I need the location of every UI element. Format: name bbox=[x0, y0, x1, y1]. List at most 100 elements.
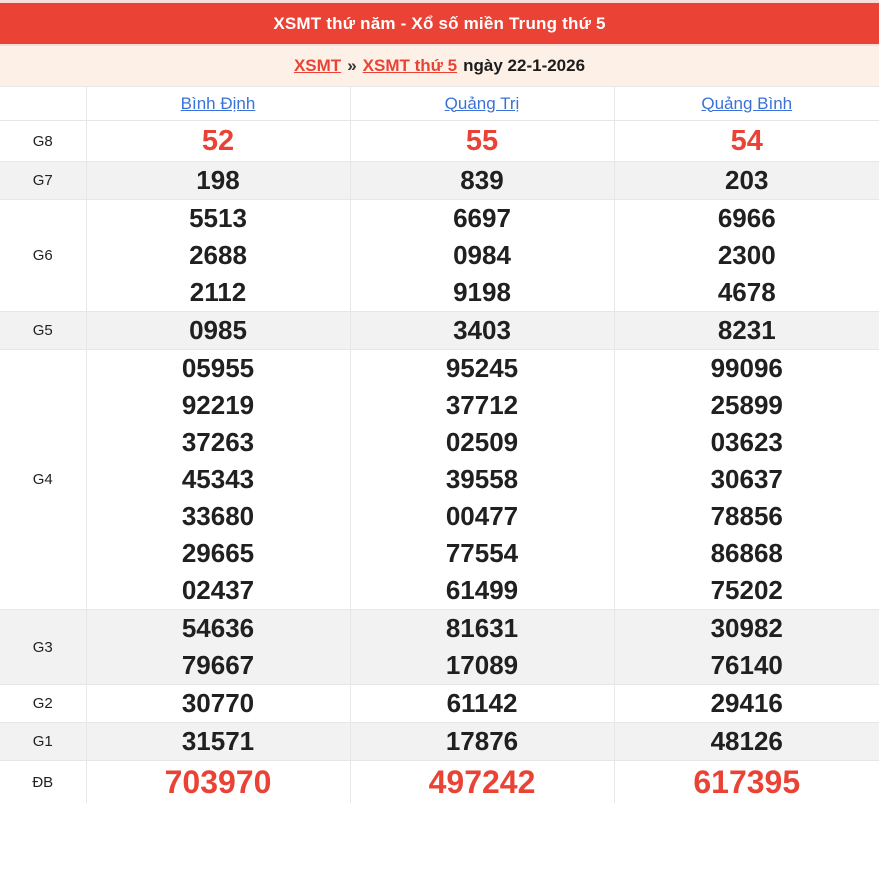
prize-number: 30982 bbox=[710, 613, 783, 643]
prize-number: 61142 bbox=[446, 688, 518, 718]
prize-label-g1: G1 bbox=[0, 722, 86, 761]
prize-number: 9198 bbox=[453, 277, 511, 307]
prize-number: 17876 bbox=[445, 726, 519, 756]
prize-number: 76140 bbox=[710, 650, 783, 680]
prize-number: 31571 bbox=[181, 726, 255, 756]
prize-values-g2-col3: 29416 bbox=[613, 684, 879, 723]
prize-number: 33680 bbox=[181, 501, 255, 531]
prize-values-g7-col1: 198 bbox=[85, 161, 350, 200]
prize-values-g3-col1: 54636 79667 bbox=[85, 609, 350, 685]
prize-label-g7: G7 bbox=[0, 161, 86, 200]
prize-number: 8231 bbox=[717, 315, 776, 345]
prize-number: 198 bbox=[196, 165, 240, 195]
prize-number: 52 bbox=[201, 125, 235, 157]
lottery-results-page: XSMT thứ năm - Xổ số miền Trung thứ 5 XS… bbox=[0, 0, 879, 803]
breadcrumb-link-xsmt[interactable]: XSMT bbox=[293, 56, 342, 75]
prize-number: 6697 bbox=[453, 203, 511, 233]
prize-row-g3: G3 54636 79667 81631 17089 30982 76140 bbox=[0, 609, 879, 685]
prize-values-g1-col1: 31571 bbox=[85, 722, 350, 761]
prize-number: 61499 bbox=[445, 575, 519, 605]
prize-number: 02437 bbox=[181, 575, 255, 605]
prize-number: 54 bbox=[730, 125, 763, 157]
prize-values-db-col2: 497242 bbox=[349, 760, 614, 803]
prize-label-g4: G4 bbox=[0, 349, 86, 610]
prize-values-g4-col3: 99096 25899 03623 30637 78856 86868 75202 bbox=[613, 349, 879, 610]
prize-values-g6-col3: 6966 2300 4678 bbox=[613, 199, 879, 312]
column-header-quang-tri: Quảng Trị bbox=[349, 86, 614, 121]
prize-values-g7-col2: 839 bbox=[349, 161, 614, 200]
prize-number: 99096 bbox=[710, 353, 783, 383]
prize-column-header-empty bbox=[0, 86, 86, 121]
prize-number: 2112 bbox=[189, 277, 247, 307]
prize-number: 30770 bbox=[181, 688, 255, 718]
prize-number: 617395 bbox=[693, 764, 801, 800]
breadcrumb-separator: » bbox=[347, 56, 357, 75]
prize-number: 2300 bbox=[717, 240, 776, 270]
prize-values-g7-col3: 203 bbox=[613, 161, 879, 200]
title-bar: XSMT thứ năm - Xổ số miền Trung thứ 5 bbox=[0, 3, 879, 44]
results-table: Bình Định Quảng Trị Quảng Bình G8 52 55 54 G… bbox=[0, 86, 879, 803]
column-header-binh-dinh: Bình Định bbox=[85, 86, 350, 121]
prize-values-g2-col2: 61142 bbox=[349, 684, 614, 723]
prize-values-g2-col1: 30770 bbox=[85, 684, 350, 723]
prize-values-g5-col3: 8231 bbox=[613, 311, 879, 350]
top-border-strip bbox=[0, 0, 879, 3]
prize-values-g1-col2: 17876 bbox=[349, 722, 614, 761]
prize-number: 839 bbox=[460, 165, 504, 195]
prize-number: 3403 bbox=[453, 315, 511, 345]
prize-row-g7: G7 198 839 203 bbox=[0, 161, 879, 200]
prize-number: 2688 bbox=[189, 240, 247, 270]
page-title: XSMT thứ năm - Xổ số miền Trung thứ 5 bbox=[273, 13, 606, 33]
prize-row-db: ĐB 703970 497242 617395 bbox=[0, 760, 879, 803]
prize-number: 37712 bbox=[445, 390, 519, 420]
prize-row-g5: G5 0985 3403 8231 bbox=[0, 311, 879, 350]
prize-number: 703970 bbox=[164, 764, 272, 800]
prize-number: 00477 bbox=[445, 501, 519, 531]
prize-number: 79667 bbox=[181, 650, 255, 680]
prize-row-g1: G1 31571 17876 48126 bbox=[0, 722, 879, 761]
prize-values-g6-col2: 6697 0984 9198 bbox=[349, 199, 614, 312]
results-header-row: Bình Định Quảng Trị Quảng Bình bbox=[0, 86, 879, 121]
prize-number: 92219 bbox=[181, 390, 255, 420]
prize-label-g5: G5 bbox=[0, 311, 86, 350]
prize-number: 75202 bbox=[710, 575, 783, 605]
prize-number: 6966 bbox=[717, 203, 776, 233]
prize-row-g6: G6 5513 2688 2112 6697 0984 9198 6966 2300 4678 bbox=[0, 199, 879, 312]
prize-number: 0985 bbox=[189, 315, 247, 345]
prize-number: 78856 bbox=[710, 501, 783, 531]
prize-values-g4-col2: 95245 37712 02509 39558 00477 77554 61499 bbox=[349, 349, 614, 610]
prize-number: 05955 bbox=[181, 353, 255, 383]
prize-number: 81631 bbox=[445, 613, 519, 643]
prize-number: 39558 bbox=[445, 464, 519, 494]
prize-values-g8-col1: 52 bbox=[85, 120, 350, 162]
prize-number: 0984 bbox=[453, 240, 511, 270]
prize-label-g2: G2 bbox=[0, 684, 86, 723]
prize-number: 29665 bbox=[181, 538, 255, 568]
prize-values-db-col3: 617395 bbox=[613, 760, 879, 803]
breadcrumb-link-xsmt-thu-5[interactable]: XSMT thứ 5 bbox=[362, 56, 458, 75]
prize-table-body: G8 52 55 54 G7 198 839 203 G6 5513 2688 2112 6697 098… bbox=[0, 120, 879, 803]
prize-number: 95245 bbox=[445, 353, 519, 383]
prize-number: 5513 bbox=[189, 203, 247, 233]
prize-label-g8: G8 bbox=[0, 120, 86, 162]
prize-number: 77554 bbox=[445, 538, 519, 568]
prize-number: 30637 bbox=[710, 464, 783, 494]
prize-values-g6-col1: 5513 2688 2112 bbox=[85, 199, 350, 312]
prize-number: 497242 bbox=[428, 764, 536, 800]
prize-number: 203 bbox=[725, 165, 769, 195]
prize-number: 55 bbox=[465, 125, 499, 157]
divider-strip bbox=[0, 44, 879, 46]
prize-values-g4-col1: 05955 92219 37263 45343 33680 29665 02437 bbox=[85, 349, 350, 610]
province-link-binh-dinh[interactable]: Bình Định bbox=[180, 93, 256, 113]
breadcrumb-date: ngày 22-1-2026 bbox=[463, 56, 586, 75]
prize-number: 03623 bbox=[710, 427, 783, 457]
prize-label-g6: G6 bbox=[0, 199, 86, 312]
province-link-quang-binh[interactable]: Quảng Bình bbox=[701, 93, 793, 113]
prize-number: 25899 bbox=[710, 390, 783, 420]
prize-values-g3-col2: 81631 17089 bbox=[349, 609, 614, 685]
prize-row-g4: G4 05955 92219 37263 45343 33680 29665 02437 952… bbox=[0, 349, 879, 610]
province-link-quang-tri[interactable]: Quảng Trị bbox=[444, 93, 520, 113]
prize-label-g3: G3 bbox=[0, 609, 86, 685]
prize-number: 37263 bbox=[181, 427, 255, 457]
prize-row-g2: G2 30770 61142 29416 bbox=[0, 684, 879, 723]
